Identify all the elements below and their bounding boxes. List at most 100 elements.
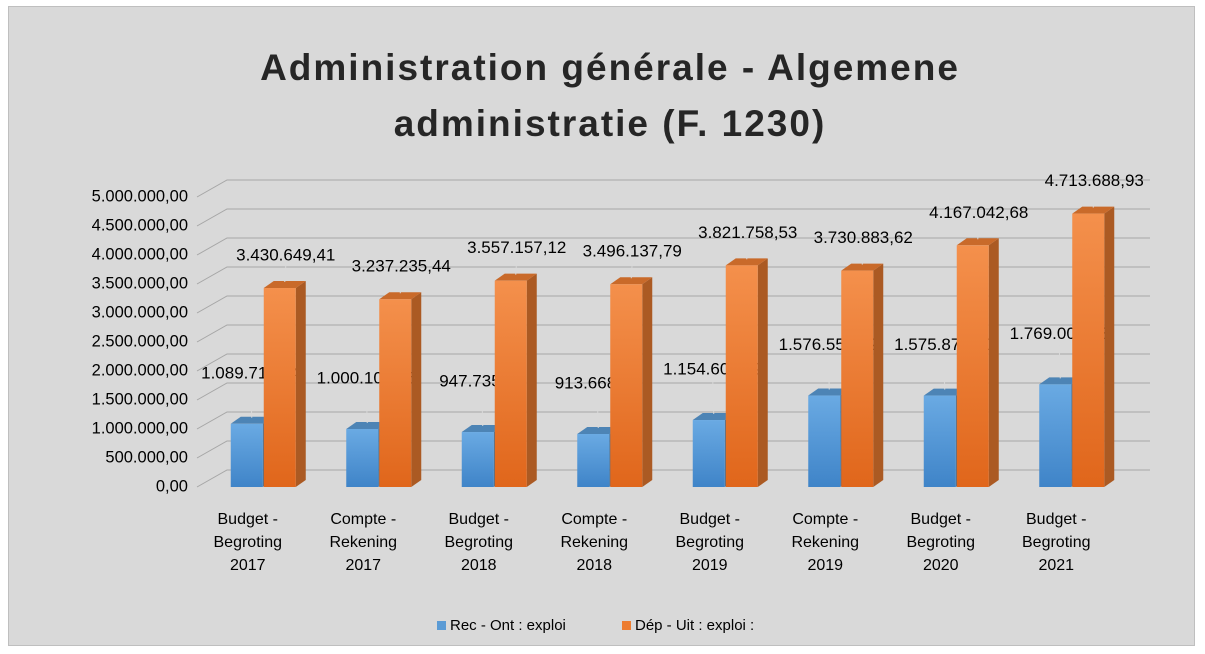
y-tick-label: 4.500.000,00 — [92, 216, 188, 234]
bar-top — [461, 425, 504, 433]
data-label: 3.237.235,44 — [352, 257, 451, 276]
bar — [230, 423, 263, 487]
x-tick-label: Budget - Begroting 2020 — [906, 511, 976, 574]
bar-side — [1104, 206, 1115, 487]
bar-top — [263, 281, 306, 289]
leader-line — [977, 223, 980, 240]
bar-top — [1072, 206, 1115, 214]
bar-top — [1039, 377, 1082, 385]
x-tick-label: Budget - Begroting 2021 — [1022, 511, 1091, 574]
data-label: 3.430.649,41 — [236, 246, 335, 265]
grid-line — [196, 266, 1150, 285]
bar — [956, 245, 989, 487]
y-tick-label: 2.000.000,00 — [92, 361, 188, 379]
y-tick-label: 1.500.000,00 — [92, 390, 188, 408]
y-tick-label: 2.500.000,00 — [92, 332, 188, 350]
legend-item: Dép - Uit : exploi : — [622, 617, 754, 634]
bar — [725, 265, 758, 487]
bar-top — [577, 427, 620, 435]
bar-top — [923, 388, 966, 396]
x-tick-label: Compte - Rekening 2019 — [791, 511, 860, 574]
grid-line — [196, 411, 1150, 430]
leader-line — [712, 380, 715, 415]
leader-line — [596, 393, 599, 429]
y-tick-label: 3.000.000,00 — [92, 303, 188, 321]
bar-side — [295, 281, 306, 487]
bar — [808, 395, 841, 487]
data-label: 4.713.688,93 — [1045, 171, 1144, 190]
bar — [1039, 384, 1072, 487]
bar-top — [808, 388, 851, 396]
data-label: 3.557.157,12 — [467, 238, 566, 257]
bar-top — [841, 263, 884, 271]
grid-line — [196, 295, 1150, 314]
grid-line — [196, 469, 1150, 488]
grid-line — [196, 440, 1150, 459]
bar — [379, 299, 412, 487]
data-label: 3.496.137,79 — [583, 242, 682, 261]
y-tick-label: 3.500.000,00 — [92, 274, 188, 292]
x-tick-label: Compte - Rekening 2018 — [560, 511, 629, 574]
data-label: 4.167.042,68 — [929, 203, 1028, 222]
legend-label: Rec - Ont : exploi — [450, 617, 566, 634]
bar — [610, 284, 643, 487]
leader-line — [861, 248, 864, 265]
bar-top — [956, 238, 999, 246]
bar — [692, 420, 725, 487]
bar — [263, 288, 296, 487]
leader-line — [284, 265, 287, 283]
leader-line — [827, 355, 830, 390]
grid-line — [196, 324, 1150, 343]
bar — [461, 432, 494, 487]
y-tick-label: 4.000.000,00 — [92, 245, 188, 263]
legend-swatch — [437, 621, 446, 630]
data-label: 3.730.883,62 — [814, 228, 913, 247]
x-tick-label: Budget - Begroting 2017 — [213, 511, 283, 574]
x-tick-label: Compte - Rekening 2017 — [329, 511, 398, 574]
bar-side — [988, 238, 999, 487]
grid-line — [196, 208, 1150, 227]
bar-side — [873, 263, 884, 487]
bar-top — [379, 292, 422, 300]
x-tick-label: Budget - Begroting 2019 — [675, 511, 745, 574]
bar — [577, 434, 610, 487]
leader-line — [630, 262, 633, 279]
data-label: 3.821.758,53 — [698, 223, 797, 242]
y-tick-label: 500.000,00 — [105, 448, 188, 466]
bar-side — [757, 258, 768, 487]
y-tick-label: 0,00 — [156, 477, 188, 495]
bar-top — [610, 277, 653, 285]
bar-top — [230, 416, 273, 424]
bar — [494, 280, 527, 487]
bar-side — [642, 277, 653, 487]
leader-line — [399, 277, 402, 294]
bar — [1072, 213, 1105, 487]
y-tick-label: 1.000.000,00 — [92, 419, 188, 437]
bar-side — [526, 273, 537, 487]
leader-line — [250, 383, 253, 418]
bar-side — [411, 292, 422, 487]
bar-top — [725, 258, 768, 266]
legend-item: Rec - Ont : exploi — [437, 617, 566, 634]
y-tick-label: 5.000.000,00 — [92, 187, 188, 205]
leader-line — [1092, 191, 1095, 208]
grid-line — [196, 179, 1150, 198]
leader-line — [1058, 344, 1061, 379]
bar — [346, 428, 379, 487]
x-tick-label: Budget - Begroting 2018 — [444, 511, 514, 574]
leader-line — [481, 392, 484, 427]
legend-swatch — [622, 621, 631, 630]
legend-label: Dép - Uit : exploi : — [635, 617, 755, 634]
bar-top — [692, 413, 735, 421]
leader-line — [515, 258, 518, 275]
bar-top — [494, 273, 537, 281]
bar-top — [346, 421, 389, 429]
leader-line — [365, 388, 368, 424]
chart-title: Administration générale - Algemene admin… — [260, 47, 960, 144]
bar — [841, 270, 874, 487]
leader-line — [943, 355, 946, 390]
leader-line — [746, 243, 749, 260]
grid-line — [196, 237, 1150, 256]
